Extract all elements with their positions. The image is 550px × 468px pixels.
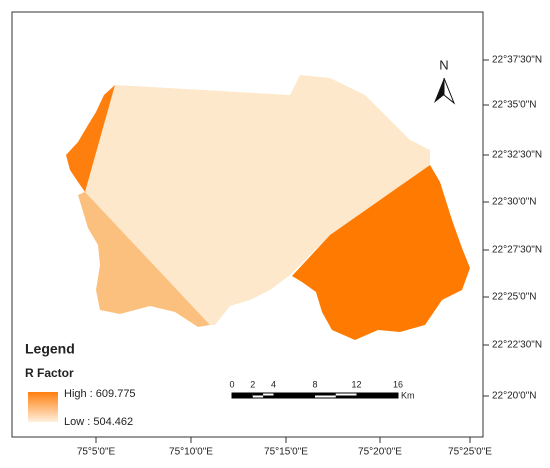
region-mid	[78, 192, 210, 327]
y-label: 22°20'0"N	[492, 391, 537, 402]
north-arrow: N	[434, 57, 456, 105]
scale-segment	[356, 393, 398, 398]
north-label: N	[439, 57, 448, 72]
x-label: 75°25'0"E	[448, 447, 492, 458]
graticule: 75°5'0"E 75°10'0"E 75°15'0"E 75°20'0"E 75°25…	[77, 55, 542, 458]
legend-high: High : 609.775	[64, 388, 136, 400]
scale-label: 4	[271, 379, 276, 389]
scale-label: 8	[312, 379, 317, 389]
x-label: 75°10'0"E	[169, 447, 213, 458]
region-high-east	[292, 165, 470, 340]
y-label: 22°27'30"N	[492, 245, 542, 256]
x-label: 75°20'0"E	[358, 447, 402, 458]
legend-subtitle: R Factor	[25, 366, 74, 380]
scale-unit: Km	[401, 390, 415, 400]
legend-title: Legend	[25, 341, 75, 357]
y-label: 22°22'30"N	[492, 340, 542, 351]
x-label: 75°5'0"E	[77, 447, 116, 458]
region-high-west	[66, 85, 115, 192]
scale-label: 12	[351, 379, 361, 389]
scale-label: 0	[229, 379, 234, 389]
scale-segment	[335, 395, 357, 398]
y-label: 22°30'0"N	[492, 197, 537, 208]
y-label: 22°25'0"N	[492, 292, 537, 303]
scale-segment	[263, 395, 274, 398]
y-label: 22°37'30"N	[492, 55, 542, 66]
y-label: 22°32'30"N	[492, 150, 542, 161]
legend-low: Low : 504.462	[64, 416, 133, 428]
legend-gradient	[28, 392, 58, 422]
scale-segment	[273, 393, 315, 398]
scale-label: 2	[250, 379, 255, 389]
y-label: 22°35'0"N	[492, 100, 537, 111]
scale-segment	[315, 393, 336, 396]
scale-segment	[252, 393, 264, 396]
region-low	[80, 75, 430, 325]
x-label: 75°15'0"E	[264, 447, 308, 458]
scale-label: 16	[393, 379, 403, 389]
scale-segment	[232, 393, 253, 398]
